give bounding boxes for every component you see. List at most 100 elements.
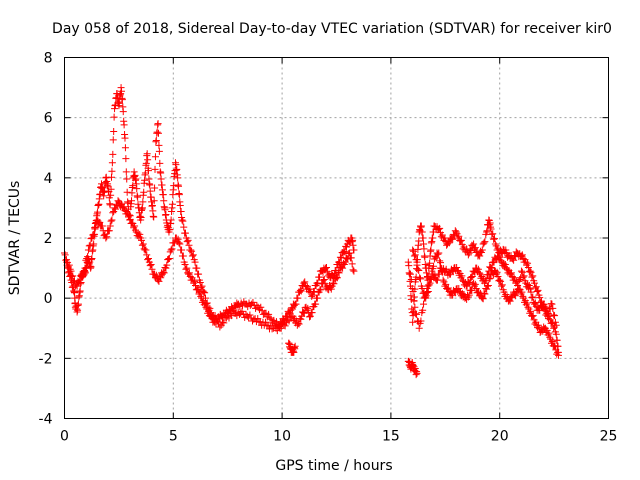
data-point bbox=[333, 274, 341, 282]
data-point bbox=[431, 271, 439, 279]
data-point bbox=[529, 312, 537, 320]
data-point bbox=[460, 291, 468, 299]
data-point bbox=[146, 187, 154, 195]
data-point bbox=[514, 285, 522, 293]
data-point bbox=[126, 215, 134, 223]
data-point bbox=[216, 323, 224, 331]
data-point bbox=[138, 204, 146, 212]
grid-lines bbox=[64, 57, 609, 419]
data-point bbox=[410, 297, 418, 305]
data-point bbox=[136, 230, 144, 238]
data-point bbox=[455, 285, 463, 293]
data-point bbox=[181, 260, 189, 268]
data-point bbox=[435, 249, 443, 257]
data-point bbox=[297, 315, 305, 323]
data-point bbox=[106, 222, 114, 230]
data-point bbox=[118, 87, 126, 95]
data-point bbox=[488, 230, 496, 238]
data-point bbox=[441, 267, 449, 275]
data-point bbox=[340, 247, 348, 255]
data-point bbox=[193, 264, 201, 272]
data-point bbox=[102, 234, 110, 242]
data-point bbox=[436, 224, 444, 232]
data-point bbox=[165, 254, 173, 262]
data-point bbox=[508, 273, 516, 281]
data-point bbox=[466, 246, 474, 254]
data-point bbox=[189, 276, 197, 284]
data-point bbox=[512, 248, 520, 256]
data-point bbox=[423, 289, 431, 297]
data-point bbox=[246, 311, 254, 319]
data-point bbox=[419, 306, 427, 314]
data-point bbox=[474, 265, 482, 273]
data-point bbox=[150, 197, 158, 205]
data-point bbox=[530, 298, 538, 306]
data-point bbox=[294, 294, 302, 302]
data-point bbox=[159, 191, 167, 199]
data-point bbox=[341, 248, 349, 256]
data-point bbox=[120, 121, 128, 129]
data-point bbox=[262, 318, 270, 326]
data-point bbox=[151, 165, 159, 173]
data-point bbox=[418, 285, 426, 293]
data-point bbox=[424, 288, 432, 296]
data-point bbox=[489, 230, 497, 238]
data-point bbox=[177, 208, 185, 216]
data-point bbox=[284, 316, 292, 324]
data-point bbox=[483, 285, 491, 293]
data-point bbox=[449, 235, 457, 243]
data-point bbox=[484, 282, 492, 290]
data-point bbox=[335, 269, 343, 277]
data-point bbox=[319, 276, 327, 284]
data-point bbox=[411, 303, 419, 311]
y-tick-label: 0 bbox=[44, 291, 53, 307]
data-point bbox=[111, 205, 119, 213]
data-point bbox=[121, 144, 129, 152]
data-point bbox=[438, 268, 446, 276]
data-point bbox=[107, 185, 115, 193]
data-point bbox=[179, 252, 187, 260]
data-point bbox=[490, 235, 498, 243]
tick-labels: 0 5 10 15 20 25 -4 -2 0 2 4 6 8 bbox=[39, 51, 618, 445]
data-point bbox=[336, 253, 344, 261]
data-point bbox=[316, 273, 324, 281]
data-point bbox=[108, 159, 116, 167]
data-point bbox=[548, 300, 556, 308]
data-point bbox=[417, 222, 425, 230]
data-point bbox=[196, 288, 204, 296]
data-point bbox=[106, 201, 114, 209]
data-point bbox=[423, 288, 431, 296]
data-point bbox=[467, 274, 475, 282]
data-point bbox=[529, 272, 537, 280]
data-point bbox=[345, 250, 353, 258]
data-point bbox=[134, 193, 142, 201]
data-point bbox=[174, 235, 182, 243]
data-point bbox=[281, 322, 289, 330]
data-point bbox=[308, 292, 316, 300]
data-point bbox=[406, 270, 414, 278]
data-point bbox=[265, 310, 273, 318]
data-point bbox=[464, 293, 472, 301]
data-point bbox=[90, 240, 98, 248]
data-point bbox=[347, 254, 355, 262]
data-point bbox=[306, 313, 314, 321]
data-point bbox=[166, 248, 174, 256]
data-point bbox=[154, 120, 162, 128]
data-point bbox=[339, 259, 347, 267]
data-point bbox=[306, 312, 314, 320]
data-point bbox=[415, 266, 423, 274]
data-point bbox=[327, 285, 335, 293]
data-point bbox=[550, 342, 558, 350]
data-point bbox=[524, 303, 532, 311]
data-point bbox=[524, 280, 532, 288]
data-point bbox=[176, 202, 184, 210]
data-point bbox=[421, 253, 429, 261]
data-point bbox=[157, 274, 165, 282]
data-point bbox=[151, 184, 159, 192]
data-point bbox=[515, 277, 523, 285]
data-point bbox=[529, 293, 537, 301]
data-point bbox=[444, 284, 452, 292]
data-point bbox=[513, 288, 521, 296]
data-point bbox=[175, 239, 183, 247]
data-point bbox=[547, 300, 555, 308]
